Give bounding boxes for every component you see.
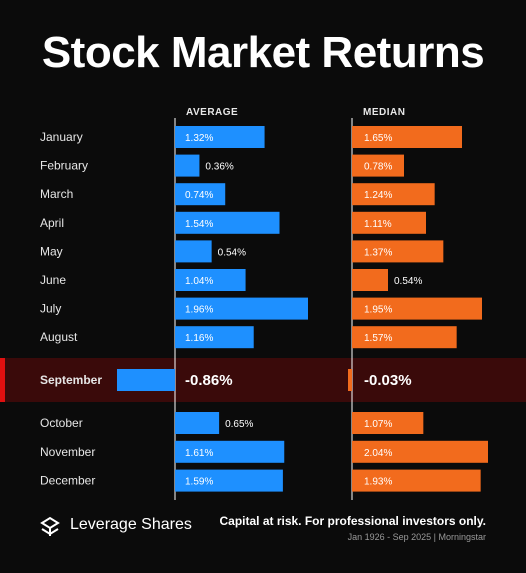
median-data-label: 1.93% — [364, 477, 392, 488]
highlight-row-edge — [0, 358, 5, 402]
median-column-header: MEDIAN — [363, 107, 406, 118]
average-data-label: 0.74% — [185, 190, 213, 201]
median-data-label: 1.07% — [364, 419, 392, 430]
median-data-label: -0.03% — [364, 372, 412, 389]
average-column-header: AVERAGE — [186, 107, 239, 118]
median-bar — [352, 469, 481, 492]
median-bar — [352, 240, 444, 263]
page-title: Stock Market Returns — [41, 28, 485, 77]
median-data-label: 0.78% — [364, 162, 392, 173]
average-data-label: 1.59% — [185, 477, 213, 488]
category-label: May — [40, 244, 63, 258]
average-data-label: 1.16% — [185, 333, 213, 344]
median-bar — [352, 211, 426, 234]
average-bar — [175, 412, 220, 434]
median-data-label: 1.11% — [364, 219, 392, 230]
median-bar — [352, 154, 404, 177]
category-label: June — [40, 273, 66, 287]
category-label: March — [40, 187, 73, 201]
category-label: February — [40, 159, 88, 173]
average-bar — [175, 183, 226, 206]
median-data-label: 1.57% — [364, 333, 392, 344]
category-label: April — [40, 216, 64, 230]
median-bar — [352, 440, 488, 463]
category-label: October — [40, 416, 83, 430]
category-label: July — [40, 302, 61, 316]
average-data-label: 1.54% — [185, 219, 213, 230]
median-bar — [352, 269, 388, 291]
average-data-label: 1.61% — [185, 448, 213, 459]
average-bar — [175, 211, 280, 234]
average-data-label: 1.96% — [185, 305, 213, 316]
median-bar — [352, 183, 435, 206]
category-label: January — [40, 130, 83, 144]
average-bar — [175, 297, 308, 320]
source-note: Jan 1926 - Sep 2025 | Morningstar — [347, 532, 486, 542]
highlight-row-band — [0, 358, 526, 402]
brand-name: Leverage Shares — [70, 516, 192, 533]
category-label: September — [40, 373, 102, 387]
average-bar — [175, 154, 200, 177]
median-bar — [352, 297, 482, 320]
disclaimer: Capital at risk. For professional invest… — [219, 514, 486, 528]
average-bar — [175, 469, 283, 492]
category-label: December — [40, 474, 95, 488]
median-bar — [352, 126, 462, 148]
median-data-label: 1.65% — [364, 133, 392, 144]
average-data-label: 1.04% — [185, 276, 213, 287]
median-data-label: 0.54% — [394, 276, 422, 287]
average-bar — [175, 240, 212, 263]
average-bar — [175, 126, 265, 148]
average-data-label: -0.86% — [185, 372, 233, 389]
category-label: November — [40, 445, 95, 459]
average-data-label: 0.36% — [205, 162, 233, 173]
median-data-label: 1.24% — [364, 190, 392, 201]
average-bar — [175, 440, 285, 463]
average-bar — [175, 269, 246, 291]
median-bar — [352, 326, 457, 349]
category-label: August — [40, 330, 78, 344]
average-data-label: 0.65% — [225, 419, 253, 430]
average-bar — [117, 369, 175, 391]
median-bar — [352, 412, 424, 434]
average-data-label: 0.54% — [218, 247, 246, 258]
average-data-label: 1.32% — [185, 133, 213, 144]
average-bar — [175, 326, 254, 349]
leverage-shares-logo-icon — [40, 516, 60, 536]
median-data-label: 1.95% — [364, 305, 392, 316]
median-data-label: 2.04% — [364, 448, 392, 459]
median-bar — [348, 369, 352, 391]
median-data-label: 1.37% — [364, 247, 392, 258]
